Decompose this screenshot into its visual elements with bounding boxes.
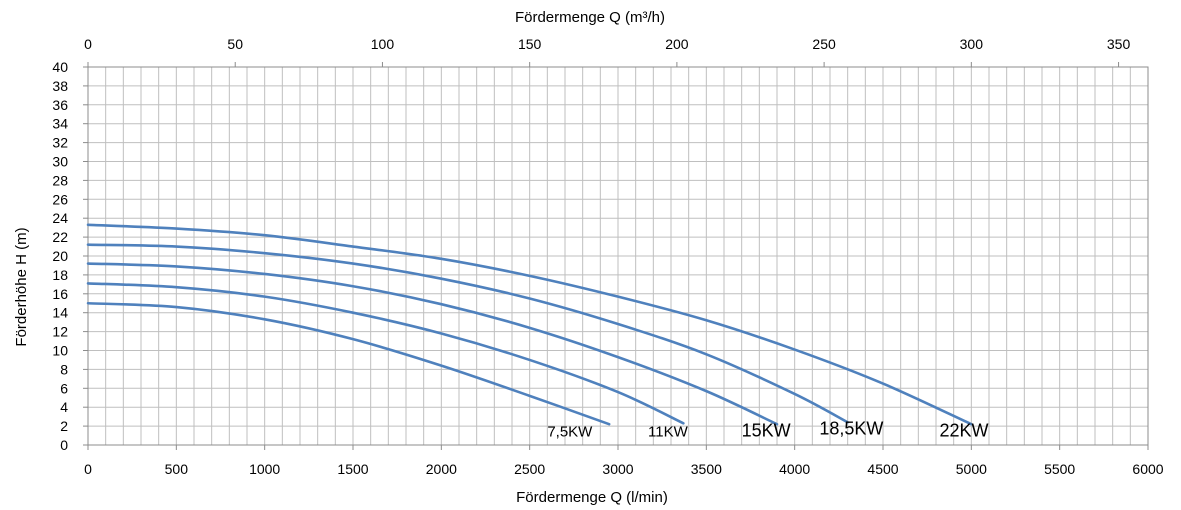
x-tick-label: 4500 [867, 461, 898, 477]
x-tick-label: 500 [165, 461, 189, 477]
curve-label-22kw: 22KW [940, 420, 989, 440]
curve-label-18-5kw: 18,5KW [819, 419, 883, 439]
y-tick-label: 30 [52, 154, 68, 170]
x2-tick-label: 300 [960, 36, 984, 52]
y-tick-label: 14 [52, 305, 68, 321]
y-tick-label: 36 [52, 97, 68, 113]
x2-tick-label: 350 [1107, 36, 1131, 52]
y-tick-label: 24 [52, 210, 68, 226]
series-lines [86, 223, 973, 426]
x-tick-label: 3000 [602, 461, 633, 477]
x-tick-label: 2500 [514, 461, 545, 477]
y-tick-label: 18 [52, 267, 68, 283]
x-tick-label: 2000 [426, 461, 457, 477]
x-tick-label: 4000 [779, 461, 810, 477]
y-tick-label: 28 [52, 172, 68, 188]
x-tick-label: 6000 [1132, 461, 1163, 477]
x2-tick-label: 50 [227, 36, 243, 52]
y-tick-label: 8 [60, 361, 68, 377]
y-tick-label: 4 [60, 399, 68, 415]
y-tick-label: 26 [52, 191, 68, 207]
series-line-15kw [86, 262, 779, 426]
tick-labels: 0 500 1000 1500 2000 2500 3000 3500 4000 4500 5000… [52, 36, 1163, 477]
curve-labels: 7,5KW 11KW 15KW 18,5KW 22KW [547, 419, 988, 441]
x-tick-label: 5000 [956, 461, 987, 477]
x-tick-label: 3500 [691, 461, 722, 477]
y-tick-label: 6 [60, 380, 68, 396]
x-tick-label: 1000 [249, 461, 280, 477]
y-tick-label: 34 [52, 116, 68, 132]
y-tick-label: 2 [60, 418, 68, 434]
x2-tick-label: 100 [371, 36, 395, 52]
x2-tick-label: 0 [84, 36, 92, 52]
series-line-11kw [86, 282, 685, 425]
curve-label-11kw: 11KW [648, 423, 689, 440]
curve-label-15kw: 15KW [742, 420, 791, 440]
y-tick-label: 10 [52, 343, 68, 359]
y-tick-label: 20 [52, 248, 68, 264]
x2-tick-label: 200 [665, 36, 689, 52]
x-tick-label: 5500 [1044, 461, 1075, 477]
y-tick-label: 40 [52, 59, 68, 75]
y-tick-label: 0 [60, 437, 68, 453]
x2-tick-label: 250 [812, 36, 836, 52]
chart-grid [87, 66, 1149, 446]
y-tick-label: 32 [52, 135, 68, 151]
x-tick-label: 1500 [337, 461, 368, 477]
y-tick-label: 38 [52, 78, 68, 94]
series-line-7-5kw [86, 301, 611, 426]
x-tick-label: 0 [84, 461, 92, 477]
y-axis-title: Förderhöhe H (m) [13, 227, 30, 346]
series-line-22kw [86, 223, 973, 426]
y-tick-label: 16 [52, 286, 68, 302]
x-axis-title: Fördermenge Q (l/min) [516, 489, 668, 506]
x2-axis-title: Fördermenge Q (m³/h) [515, 9, 665, 26]
y-tick-label: 22 [52, 229, 68, 245]
curve-label-7-5kw: 7,5KW [547, 423, 593, 440]
y-tick-label: 12 [52, 324, 68, 340]
series-line-18-5kw [86, 243, 849, 424]
x2-tick-label: 150 [518, 36, 542, 52]
